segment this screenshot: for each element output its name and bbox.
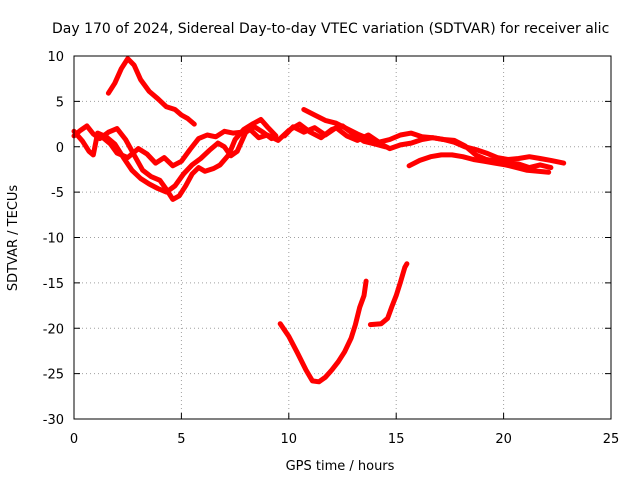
y-axis-label: SDTVAR / TECUs bbox=[6, 185, 21, 292]
series-track-evening bbox=[406, 152, 552, 175]
gridlines bbox=[74, 56, 611, 419]
y-tick-label: 5 bbox=[56, 95, 64, 110]
y-tick-label: -25 bbox=[43, 368, 64, 383]
y-tick-label: 0 bbox=[56, 141, 64, 156]
y-tick-label: -5 bbox=[51, 186, 64, 201]
y-tick-label: -10 bbox=[43, 232, 64, 247]
series-track-high bbox=[105, 56, 197, 127]
x-tick-label: 5 bbox=[177, 432, 185, 447]
y-tick-label: -30 bbox=[43, 413, 64, 428]
y-tick-label: -20 bbox=[43, 322, 64, 337]
x-tick-label: 25 bbox=[603, 432, 620, 447]
chart-title: Day 170 of 2024, Sidereal Day-to-day VTE… bbox=[52, 21, 609, 37]
x-tick-label: 10 bbox=[281, 432, 298, 447]
y-tick-label: 10 bbox=[47, 50, 64, 65]
series-layer bbox=[71, 56, 567, 385]
x-tick-label: 0 bbox=[70, 432, 78, 447]
series-track-dip-a bbox=[277, 278, 369, 385]
x-tick-label: 20 bbox=[495, 432, 512, 447]
series-track-midday-b bbox=[301, 107, 567, 166]
x-axis-label: GPS time / hours bbox=[286, 459, 395, 474]
series-track-dip-b bbox=[367, 261, 410, 328]
y-tick-label: -15 bbox=[43, 277, 64, 292]
axis-ticks: 0 5 10 15 20 25 -30 -25 -20 -15 -10 -5 0 5 10 bbox=[43, 50, 620, 447]
series-track-morning-b bbox=[71, 124, 275, 195]
x-tick-label: 15 bbox=[388, 432, 405, 447]
